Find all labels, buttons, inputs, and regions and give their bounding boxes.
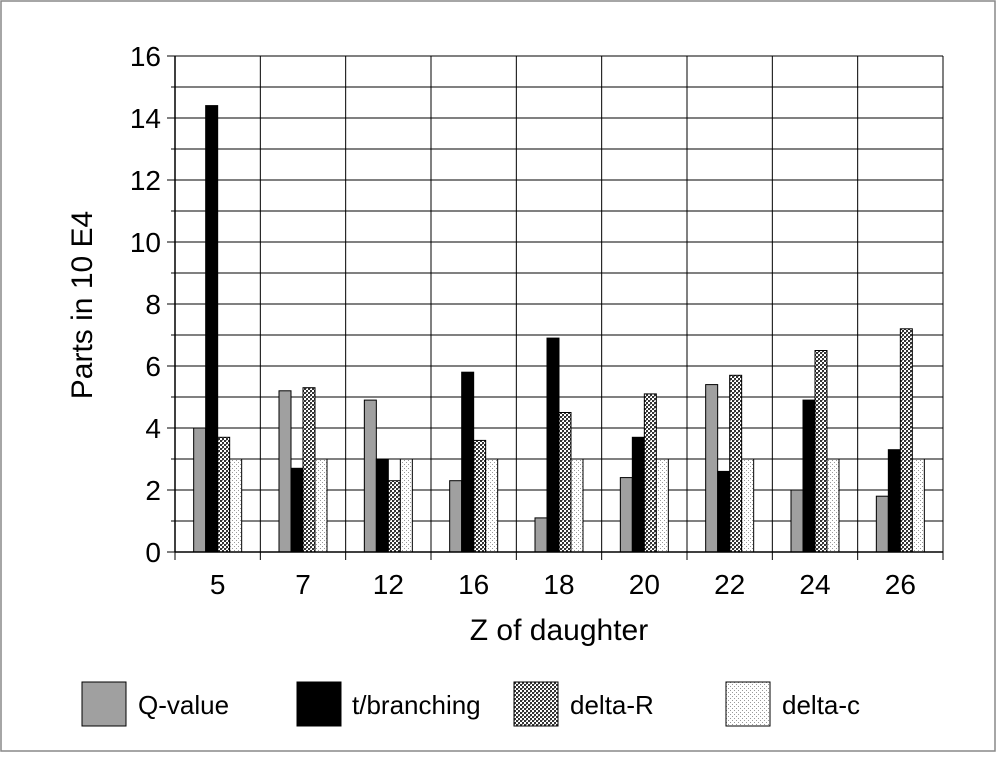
legend-swatch — [81, 681, 127, 727]
legend-swatch — [513, 681, 559, 727]
bar-delta-c-22 — [741, 458, 755, 553]
bar-delta-r-20 — [643, 393, 657, 553]
y-tick-label: 16 — [130, 41, 161, 72]
bar-t-branching-7 — [290, 467, 304, 553]
bar-delta-c-26 — [911, 458, 925, 553]
bar-q-value-16 — [449, 480, 463, 553]
bar-delta-r-18 — [558, 412, 572, 553]
x-tick-label: 22 — [714, 569, 745, 600]
bar-delta-r-24 — [814, 350, 828, 553]
y-tick-label: 12 — [130, 165, 161, 196]
legend-label: delta-R — [570, 690, 654, 720]
legend-item-t-branching: t/branching — [296, 681, 481, 727]
y-tick-label: 6 — [145, 351, 161, 382]
y-tick-label: 4 — [145, 413, 161, 444]
bar-delta-c-12 — [399, 458, 413, 553]
x-tick-labels: 5 7 12 16 18 20 22 24 26 — [210, 569, 916, 600]
axes — [167, 55, 944, 560]
bar-t-branching-12 — [375, 458, 389, 553]
legend-item-delta-c: delta-c — [725, 681, 860, 727]
bar-delta-r-16 — [473, 439, 487, 553]
legend-swatch — [725, 681, 771, 727]
x-tick-label: 5 — [210, 569, 226, 600]
y-tick-label: 0 — [145, 537, 161, 568]
y-tick-label: 10 — [130, 227, 161, 258]
bar-q-value-26 — [875, 495, 889, 553]
bar-t-branching-24 — [802, 399, 816, 553]
bar-t-branching-18 — [546, 337, 560, 553]
y-tick-label: 2 — [145, 475, 161, 506]
x-tick-label: 20 — [629, 569, 660, 600]
x-tick-label: 18 — [543, 569, 574, 600]
bar-delta-r-5 — [217, 436, 231, 553]
x-tick-label: 16 — [458, 569, 489, 600]
y-tick-label: 8 — [145, 289, 161, 320]
legend-label: t/branching — [352, 690, 481, 720]
legend-item-q-value: Q-value — [81, 681, 229, 727]
bar-t-branching-26 — [887, 449, 901, 553]
bar-q-value-18 — [534, 517, 548, 553]
bar-delta-r-12 — [387, 480, 401, 553]
legend-label: Q-value — [138, 690, 229, 720]
bar-q-value-7 — [278, 390, 292, 553]
x-tick-label: 7 — [295, 569, 311, 600]
bar-q-value-12 — [363, 399, 377, 553]
legend: Q-value t/branching delta-R delta-c — [81, 681, 860, 727]
bar-q-value-22 — [705, 384, 719, 553]
x-tick-label: 24 — [799, 569, 830, 600]
x-tick-label: 12 — [373, 569, 404, 600]
bar-t-branching-16 — [461, 371, 475, 553]
bar-t-branching-5 — [205, 105, 219, 553]
bar-delta-r-7 — [302, 387, 316, 553]
bar-delta-c-5 — [229, 458, 243, 553]
bar-delta-r-26 — [899, 328, 913, 553]
bar-delta-c-16 — [485, 458, 499, 553]
bar-q-value-5 — [193, 427, 207, 553]
bar-delta-c-20 — [655, 458, 669, 553]
legend-item-delta-r: delta-R — [513, 681, 654, 727]
y-axis-title: Parts in 10 E4 — [66, 211, 99, 399]
x-axis-title: Z of daughter — [470, 614, 648, 647]
bar-t-branching-22 — [717, 470, 731, 553]
bar-q-value-24 — [790, 489, 804, 553]
x-tick-label: 26 — [885, 569, 916, 600]
bar-delta-c-7 — [314, 458, 328, 553]
y-tick-label: 14 — [130, 103, 161, 134]
bars-group — [193, 105, 925, 553]
bar-delta-c-24 — [826, 458, 840, 553]
bar-delta-c-18 — [570, 458, 584, 553]
legend-swatch — [296, 681, 342, 727]
y-tick-labels: 0 2 4 6 8 10 12 14 16 — [130, 41, 161, 568]
bar-t-branching-20 — [631, 436, 645, 553]
bar-q-value-20 — [619, 477, 633, 553]
legend-label: delta-c — [782, 690, 860, 720]
bar-delta-r-22 — [729, 374, 743, 553]
